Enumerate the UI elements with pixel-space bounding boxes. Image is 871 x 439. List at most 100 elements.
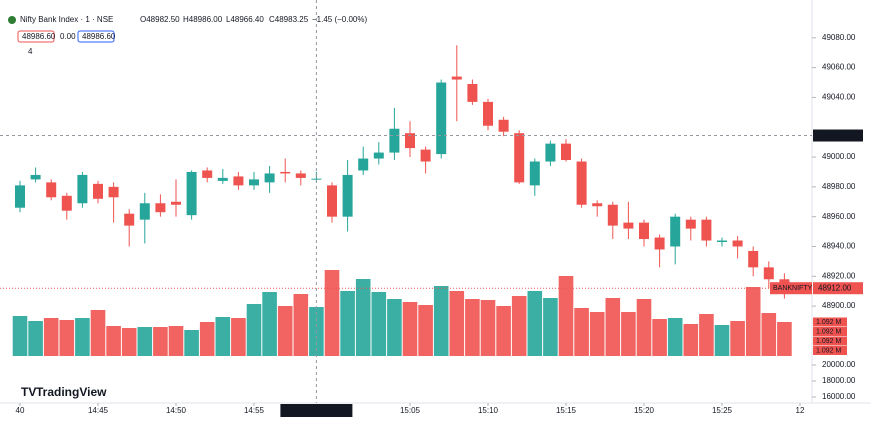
candle-body [592,203,603,207]
y-tick-label: 48960.00 [822,212,856,221]
volume-bar [558,276,574,356]
volume-label: 1.092 M [816,338,841,345]
volume-bar [262,292,277,356]
volume-bar [465,299,480,356]
y2-tick-label: 18000.00 [822,376,856,385]
candle-body [280,171,291,174]
y-tick-label: 49060.00 [822,63,856,72]
volume-bar [137,327,153,356]
x-tick-label: 15:05 [400,406,421,415]
y-tick-label: 48940.00 [822,242,856,251]
volume-bar [106,326,121,356]
volume-bar [433,286,449,356]
candle-body [61,195,72,211]
candle-body [623,222,634,229]
volume-label: 1.092 M [816,319,841,326]
volume-bar [121,328,137,356]
candle-body [748,250,759,268]
candle-body [358,158,369,171]
legend-row2: 48986.60 [82,32,116,41]
candle-body [77,174,88,204]
volume-label-box [813,336,847,346]
volume-bar [730,321,745,356]
volume-label: 1.092 M [816,328,841,335]
x-tick-label: 15:25 [712,406,733,415]
candle-body [124,213,135,226]
candle-body [295,173,306,178]
candle-body [171,201,181,205]
candle-body [217,177,228,181]
candle-body [670,216,681,247]
brand: TradingView [36,385,107,399]
volume-bar [277,306,293,356]
candle-body [186,171,197,216]
volume-bar [12,316,28,356]
volume-bar [574,308,589,356]
volume-bar [153,327,168,356]
candle-body [467,84,478,102]
volume-bar [75,318,90,356]
legend-ohlc: O48982.50 [140,15,180,24]
chart-title: Nifty Bank Index · 1 · NSE [20,15,113,24]
volume-bar [667,318,683,356]
last-price-name-box [770,282,812,295]
volume-bar [745,287,761,356]
x-tick-label: 15:15 [556,406,577,415]
candle-body [249,179,259,186]
legend-ohlc: H48986.00 [183,15,223,24]
candle-body [717,240,727,243]
brand-logo[interactable]: TV [21,385,36,399]
candle-body [545,143,556,162]
volume-label-box [813,346,847,355]
legend-row3: 4 [28,47,33,56]
symbol-icon [8,16,16,24]
y-tick-label: 49040.00 [822,93,856,102]
volume-label-box [813,327,847,336]
candle-body [420,149,431,162]
legend-ohlc: L48966.40 [226,15,264,24]
volume-label: 1.092 M [816,347,841,354]
candle-body [264,173,275,183]
candle-body [46,182,57,198]
volume-bar [636,299,652,356]
crosshair-price-label: 49014.45 [818,131,852,140]
volume-bar [90,310,106,356]
volume-bar [449,291,465,356]
legend-row2: 0.00 [60,32,76,41]
candle-body [529,161,540,186]
volume-bar [231,318,246,356]
candle-body [451,76,462,80]
volume-bar [43,318,59,356]
volume-bar [511,296,527,356]
candle-body [373,152,384,159]
volume-bar [543,298,558,356]
candle-body [405,133,415,149]
volume-bar [761,313,777,356]
candle-body [327,185,337,217]
legend-box [17,30,55,43]
last-price-box [813,282,863,295]
volume-bar [683,324,699,356]
x-tick-label: 14:55 [244,406,265,415]
y-tick-label: 48920.00 [822,271,856,280]
volume-bar [496,306,511,356]
x-tick-label: 14:50 [166,406,187,415]
legend-row2: 48986.60 [22,32,56,41]
x-tick-label: 12 [796,406,805,415]
candle-body [93,183,103,199]
candle-body [639,222,649,240]
candle-body [233,176,244,186]
volume-bar [714,325,730,356]
volume-bar [589,312,605,356]
crosshair-time-label: Wed 10 Apr '24 14:59 [283,408,350,415]
volume-bar [293,294,309,356]
y-tick-label: 48900.00 [822,301,856,310]
legend-change: −1.45 (−0.00%) [312,15,367,24]
candle-body [576,161,587,205]
volume-bar [527,291,543,356]
volume-bar [387,299,402,356]
volume-label-box [813,317,847,327]
candle-body [498,119,509,132]
volume-bar [340,291,355,356]
